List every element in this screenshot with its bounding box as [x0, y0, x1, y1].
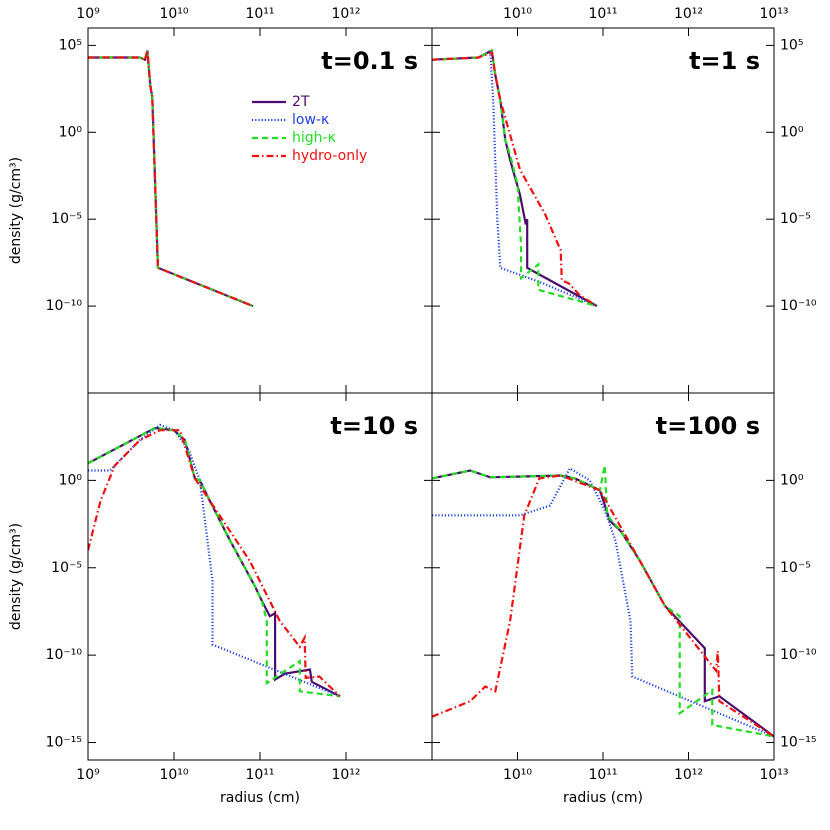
y-tick-label: 10⁻¹⁰	[46, 647, 83, 663]
y-tick-label: 10⁻⁵	[51, 560, 82, 576]
panel-frame	[87, 392, 433, 761]
y-axis-label: density (g/cm³)	[8, 157, 24, 264]
y-tick-label: 10⁻¹⁰	[780, 647, 817, 663]
x-tick-label: 10¹⁰	[503, 6, 532, 22]
x-tick-label: 10¹¹	[588, 6, 617, 22]
legend-label: low-κ	[292, 112, 329, 128]
x-axis-label: radius (cm)	[563, 790, 643, 806]
y-tick-label: 10⁻¹⁰	[46, 298, 83, 314]
y-tick-label: 10⁻¹⁰	[780, 298, 817, 314]
x-tick-label: 10⁹	[76, 6, 100, 22]
panel-title: t=100 s	[656, 412, 760, 440]
series-line	[88, 426, 341, 698]
y-tick-label: 10⁻¹⁵	[46, 735, 82, 751]
y-tick-label: 10⁰	[780, 124, 804, 140]
y-axis-label: density (g/cm³)	[8, 523, 24, 630]
y-tick-label: 10⁰	[59, 472, 83, 488]
x-tick-label: 10¹³	[759, 767, 788, 783]
series-line	[88, 429, 341, 698]
series-line	[88, 426, 341, 698]
series-line	[432, 474, 774, 738]
y-tick-label: 10⁻¹⁵	[780, 735, 816, 751]
series-line	[432, 50, 598, 308]
series-line	[88, 423, 341, 698]
legend-label: hydro-only	[292, 148, 367, 164]
legend-label: 2T	[292, 94, 310, 110]
y-tick-label: 10⁻⁵	[780, 560, 811, 576]
x-tick-label: 10¹³	[759, 6, 788, 22]
panel-title: t=0.1 s	[321, 47, 418, 75]
panel-frame	[431, 392, 775, 761]
series-line	[432, 465, 774, 738]
x-tick-label: 10¹²	[331, 6, 360, 22]
y-tick-label: 10⁵	[780, 37, 803, 53]
series-line	[432, 48, 598, 308]
x-axis-label: radius (cm)	[220, 790, 300, 806]
y-tick-label: 10⁻⁵	[51, 211, 82, 227]
panel-title: t=1 s	[689, 47, 760, 75]
y-tick-label: 10⁵	[59, 37, 82, 53]
series-line	[88, 50, 254, 308]
y-tick-label: 10⁰	[780, 472, 804, 488]
panel-frame	[431, 27, 775, 394]
x-tick-label: 10⁹	[76, 767, 100, 783]
series-line	[432, 466, 774, 738]
x-tick-label: 10¹⁰	[503, 767, 532, 783]
x-tick-label: 10¹²	[331, 767, 360, 783]
series-line	[432, 469, 774, 738]
series-line	[88, 50, 254, 308]
panel-frame	[87, 27, 433, 394]
y-tick-label: 10⁻⁵	[780, 211, 811, 227]
series-line	[88, 50, 254, 308]
legend-label: high-κ	[292, 130, 336, 146]
x-tick-label: 10¹¹	[245, 767, 274, 783]
x-tick-label: 10¹¹	[588, 767, 617, 783]
x-tick-label: 10¹²	[674, 767, 703, 783]
series-line	[88, 50, 254, 308]
series-line	[432, 48, 598, 308]
x-tick-label: 10¹²	[674, 6, 703, 22]
x-tick-label: 10¹¹	[245, 6, 274, 22]
x-tick-label: 10¹⁰	[159, 767, 188, 783]
x-tick-label: 10¹⁰	[159, 6, 188, 22]
y-tick-label: 10⁰	[59, 124, 83, 140]
panel-title: t=10 s	[330, 412, 418, 440]
